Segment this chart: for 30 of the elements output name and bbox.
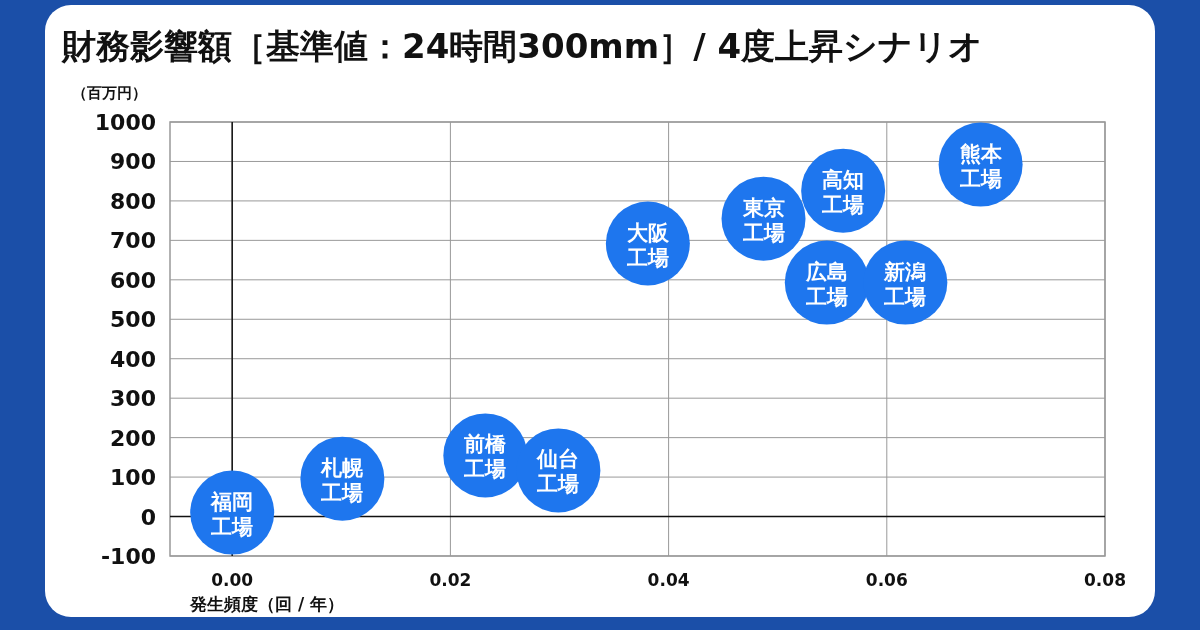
y-tick-label: -100	[100, 544, 156, 569]
y-tick-label: 1000	[94, 110, 156, 135]
y-tick-label: 700	[110, 228, 156, 254]
x-tick-label: 0.08	[1084, 570, 1126, 590]
annotation: 広島工場	[804, 259, 848, 309]
y-tick-label: 0	[140, 504, 156, 530]
y-tick-label: 400	[110, 346, 156, 372]
chart-title: 財務影響額［基準値：24時間300mm］/ 4度上昇シナリオ	[61, 26, 984, 66]
y-tick-label: 100	[110, 465, 156, 491]
x-tick-label: 0.00	[211, 570, 254, 590]
x-tick-label: 0.02	[429, 570, 472, 590]
y-tick-label: 500	[110, 307, 156, 333]
annotation: 大阪工場	[625, 220, 670, 270]
annotation: 札幌工場	[320, 455, 364, 505]
annotation: 東京工場	[741, 195, 785, 245]
annotation: 前橋工場	[463, 432, 508, 482]
x-tick-label: 0.06	[865, 570, 908, 590]
y-tick-label: 800	[110, 188, 156, 214]
annotation: 仙台工場	[536, 447, 580, 497]
y-tick-label: 900	[110, 149, 156, 175]
y-tick-label: 600	[110, 267, 156, 293]
annotation: 新潟工場	[883, 259, 927, 309]
annotation: 高知工場	[821, 167, 865, 217]
y-tick-label: 300	[110, 386, 156, 412]
annotation: 福岡工場	[210, 489, 254, 539]
y-axis-title: （百万円）	[72, 84, 147, 102]
x-tick-label: 0.04	[647, 570, 690, 590]
y-tick-label: 200	[110, 425, 156, 451]
annotation: 熊本工場	[958, 141, 1003, 191]
x-axis-title: 発生頻度（回 / 年）	[189, 594, 345, 614]
